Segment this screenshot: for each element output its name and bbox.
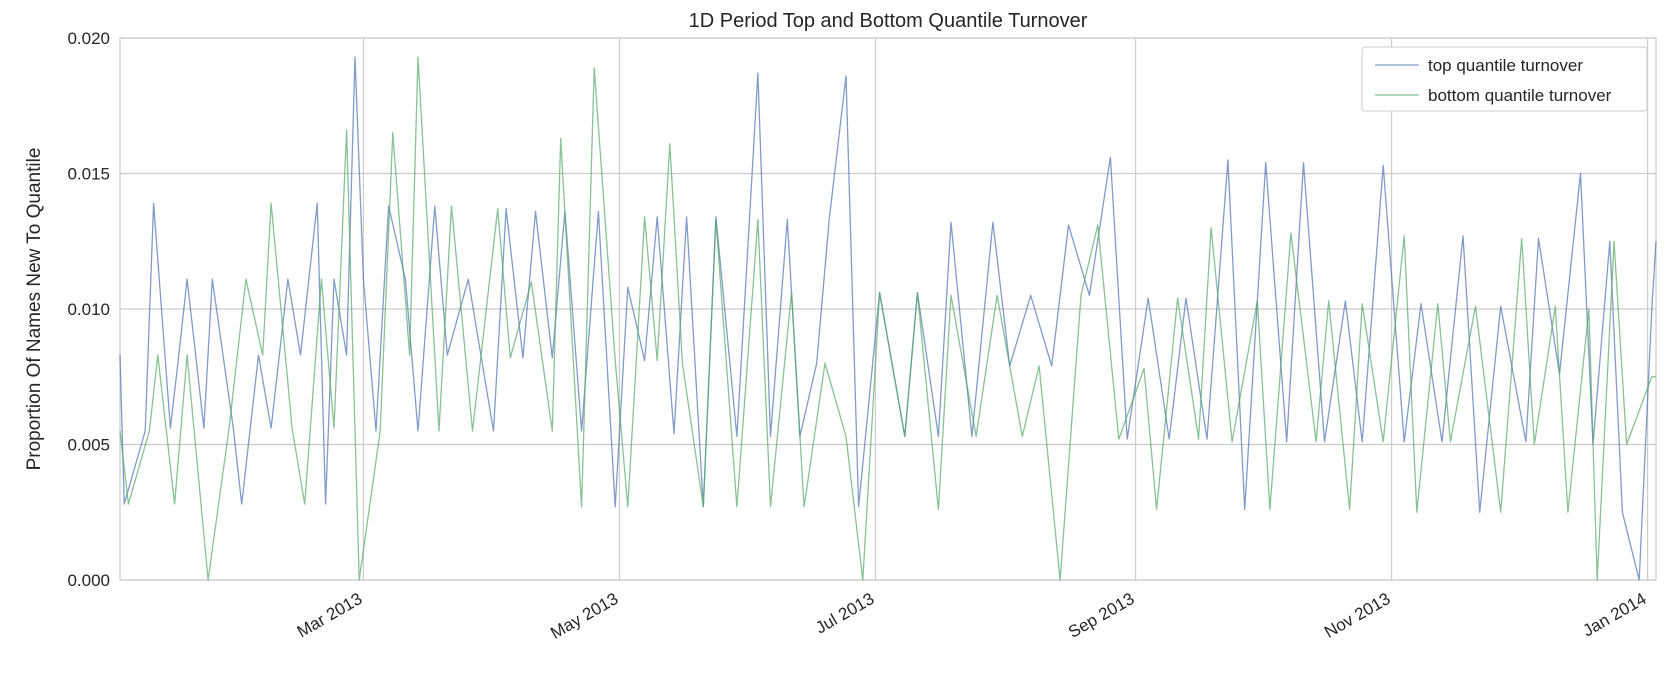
legend: top quantile turnover bottom quantile tu…	[1361, 46, 1648, 112]
y-axis-ticks: 0.000 0.005 0.010 0.015 0.020	[67, 29, 110, 590]
y-tick-label: 0.005	[67, 436, 110, 455]
x-axis-ticks: Mar 2013 May 2013 Jul 2013 Sep 2013 Nov 2013…	[294, 589, 1650, 643]
y-tick-label: 0.015	[67, 165, 110, 184]
y-tick-label: 0.020	[67, 29, 110, 48]
legend-box	[1361, 46, 1648, 112]
chart-title: 1D Period Top and Bottom Quantile Turnov…	[689, 10, 1088, 32]
legend-label-bottom: bottom quantile turnover	[1428, 86, 1612, 105]
x-tick-label: Sep 2013	[1065, 589, 1138, 642]
legend-label-top: top quantile turnover	[1428, 56, 1583, 75]
series-lines	[119, 56, 1657, 581]
grid-lines	[120, 37, 1656, 581]
x-tick-label: May 2013	[547, 589, 621, 643]
x-tick-label: Mar 2013	[294, 589, 366, 641]
y-axis-title: Proportion Of Names New To Quantile	[24, 148, 45, 471]
bottom-quantile-turnover-line	[119, 56, 1656, 581]
x-tick-label: Nov 2013	[1321, 589, 1394, 642]
x-tick-label: Jan 2014	[1580, 589, 1650, 640]
x-tick-label: Jul 2013	[812, 589, 877, 638]
y-tick-label: 0.000	[67, 571, 110, 590]
y-tick-label: 0.010	[67, 300, 110, 319]
